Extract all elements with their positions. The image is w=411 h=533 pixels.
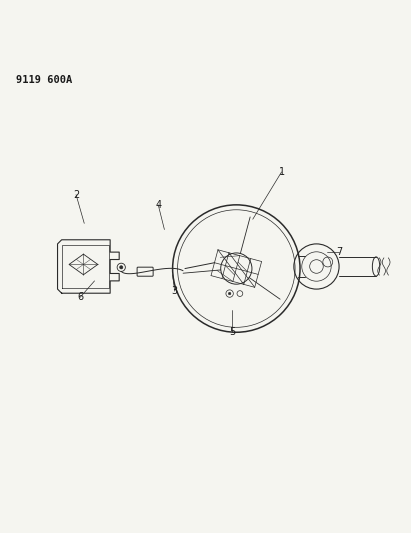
Text: 2: 2	[73, 190, 79, 199]
Text: 5: 5	[229, 327, 236, 337]
Text: 3: 3	[172, 286, 178, 296]
Circle shape	[229, 292, 231, 295]
Text: 9119 600A: 9119 600A	[16, 75, 73, 85]
Circle shape	[120, 265, 123, 269]
Text: 7: 7	[336, 247, 342, 257]
Text: 6: 6	[77, 292, 83, 302]
Text: 4: 4	[155, 200, 161, 210]
Text: 1: 1	[279, 167, 284, 177]
